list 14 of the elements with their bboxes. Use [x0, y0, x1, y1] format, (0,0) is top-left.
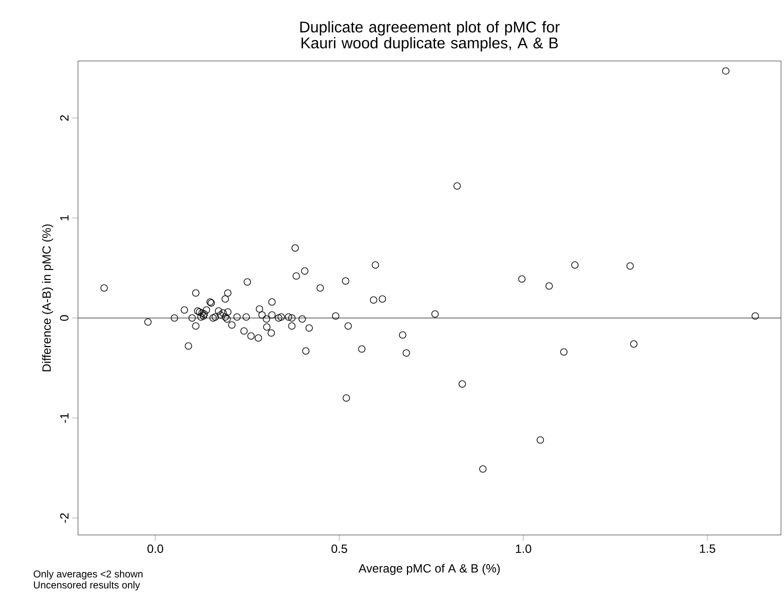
- y-tick-label: 1: [60, 215, 68, 220]
- y-axis-title: Difference (A-B) in pMC (%): [42, 224, 54, 372]
- x-tick-label: 1.0: [516, 544, 532, 553]
- y-tick-label: 0: [60, 315, 68, 321]
- y-tick-label: -2: [60, 513, 68, 523]
- x-tick-label: 0.5: [331, 544, 348, 553]
- chart-title: Duplicate agreeement plot of pMC for Kauri wood duplicate samples, A & B: [300, 21, 560, 52]
- y-tick-label: -1: [60, 413, 68, 423]
- y-tick-label: 2: [60, 115, 68, 121]
- x-axis-title: Average pMC of A & B (%): [358, 564, 500, 575]
- x-tick-label: 0.0: [147, 544, 164, 553]
- text: Only averages <2 shown: [34, 570, 142, 580]
- x-tick-label: 1.5: [700, 544, 716, 553]
- text: Uncensored results only: [34, 581, 140, 590]
